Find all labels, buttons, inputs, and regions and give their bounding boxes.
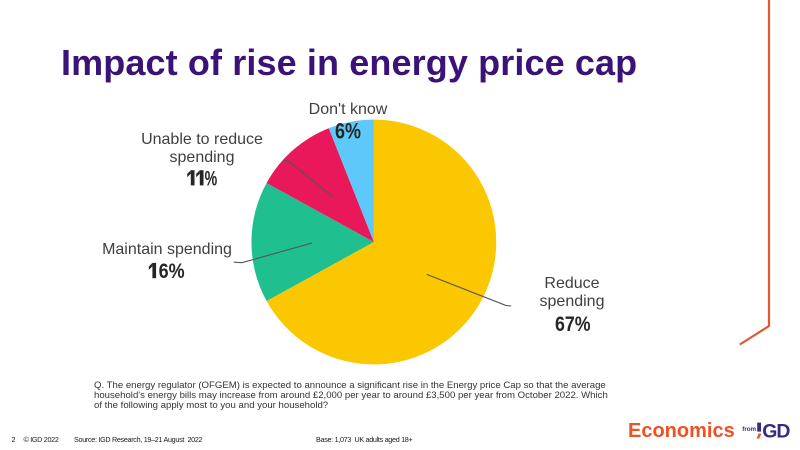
svg-text:67%: 67% [555,312,591,336]
svg-text:%: % [205,166,218,190]
svg-text:GD: GD [762,421,790,442]
svg-text:6%: 6% [335,119,361,144]
svg-text:6%: 6% [159,259,185,283]
